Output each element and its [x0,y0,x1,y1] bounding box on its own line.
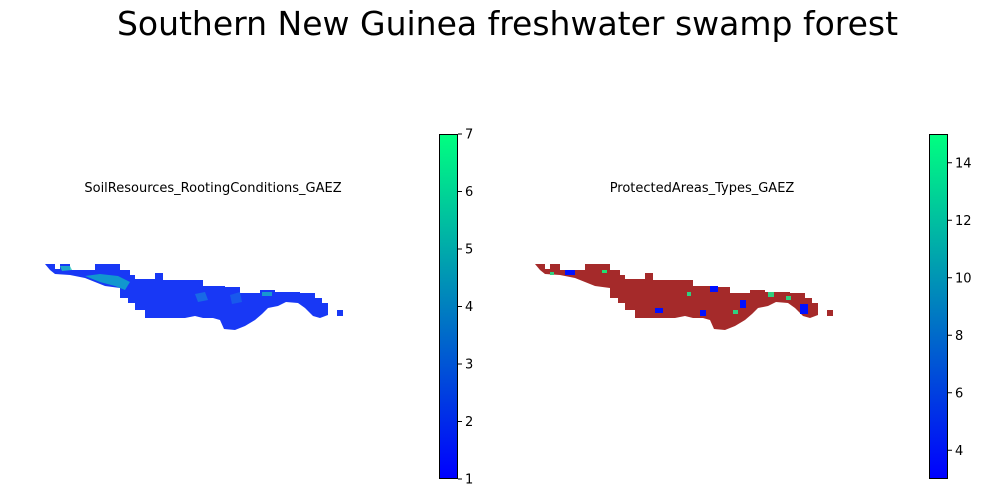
blue-speck [700,310,706,316]
colorbar-tick-label: 3 [465,358,473,373]
green-speck [602,270,607,273]
colorbar-tick-label: 14 [955,156,972,171]
colorbar-tick-label: 6 [465,185,473,200]
green-speck [768,292,774,297]
panel-title-protected: ProtectedAreas_Types_GAEZ [522,181,882,196]
panel-title-soil: SoilResources_RootingConditions_GAEZ [33,181,393,196]
colorbar-protected [929,134,948,479]
colorbar-tick-label: 1 [465,473,473,488]
blue-speck [800,304,808,314]
green-speck [733,310,738,314]
figure-title: Southern New Guinea freshwater swamp for… [0,4,983,44]
cyan-patch [262,292,272,296]
green-speck [786,296,791,300]
blue-speck [655,308,663,313]
colorbar-tick-label: 4 [955,444,963,459]
colorbar-tick-label: 5 [465,243,473,258]
colorbar-tick-label: 7 [465,128,473,143]
blue-speck [740,300,746,308]
blue-speck [565,270,575,275]
colorbar-tick-label: 4 [465,300,473,315]
green-speck [687,292,691,296]
colorbar-tick-label: 2 [465,415,473,430]
region-shape [45,264,343,330]
colorbar-protected-ticks: 4 6 8 10 12 14 [948,134,983,479]
colorbar-tick-label: 6 [955,386,963,401]
colorbar-tick-label: 10 [955,271,972,286]
protected-map [490,230,890,350]
colorbar-tick-label: 8 [955,329,963,344]
colorbar-tick-label: 12 [955,214,972,229]
blue-speck [710,286,718,292]
colorbar-soil [439,134,458,479]
green-speck [550,272,554,275]
soil-map [0,230,400,350]
